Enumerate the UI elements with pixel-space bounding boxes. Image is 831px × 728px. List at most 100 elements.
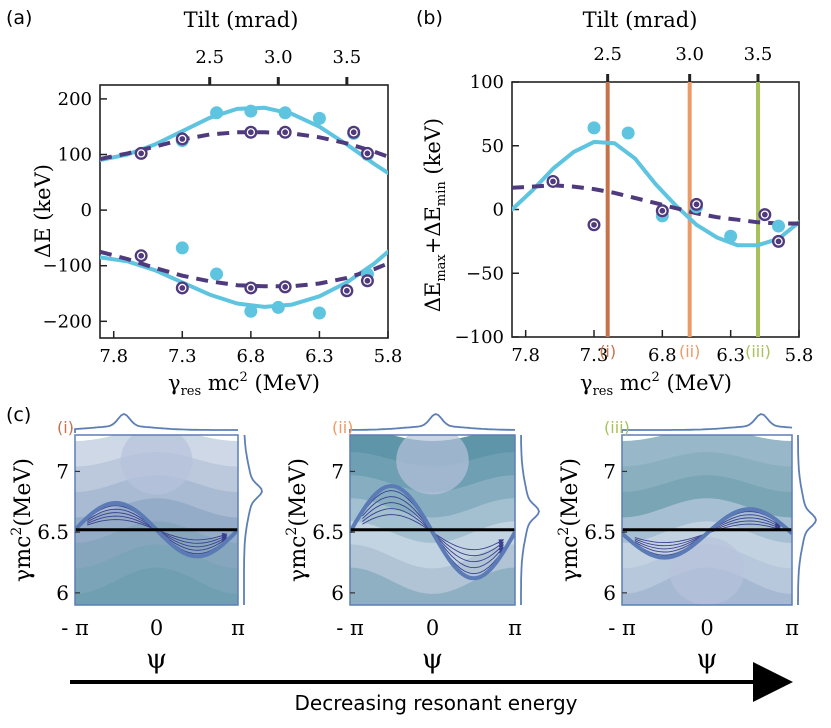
- y-tick-label: 100: [470, 72, 504, 93]
- phase-y-tick-label: 7: [56, 459, 69, 483]
- model-point-ring: [134, 146, 148, 160]
- model-point: [244, 125, 258, 139]
- panel-c-label: (c): [6, 404, 31, 426]
- model-point-ring: [758, 208, 772, 222]
- model-point-inner: [774, 237, 783, 246]
- x-tick-label: 6.8: [237, 346, 266, 367]
- panel-a-top-xlabel: Tilt (mrad): [184, 8, 299, 32]
- model-point-inner: [136, 251, 146, 260]
- phase-space-3: (iii) 7 6.5 6 - π 0 π ψ γmc2(MeV): [556, 413, 817, 675]
- contour-band: [75, 567, 238, 605]
- regime-label: (i): [599, 342, 616, 361]
- model-point: [360, 146, 374, 160]
- phase-x-tick-label: 0: [426, 616, 439, 640]
- model-point: [758, 208, 772, 222]
- model-point-ring: [244, 125, 258, 139]
- model-point: [175, 132, 189, 146]
- phase-x-tick-label: π: [508, 616, 522, 640]
- phase-ylabel: γmc2(MeV): [556, 458, 583, 582]
- phase-xlabel: ψ: [422, 644, 443, 675]
- model-point-inner: [349, 128, 358, 137]
- model-point-ring: [360, 146, 374, 160]
- model-point-ring: [278, 280, 292, 294]
- model-point-inner: [589, 220, 599, 229]
- model-point-inner: [658, 206, 667, 215]
- x-tick-label: 7.3: [168, 346, 197, 367]
- sim-point: [772, 219, 785, 233]
- model-point-inner: [342, 286, 352, 295]
- regime-label: (iii): [745, 342, 771, 361]
- model-point-inner: [136, 149, 146, 158]
- sim-point: [312, 306, 326, 320]
- phase-ylabel: γmc2(MeV): [284, 458, 311, 582]
- x-tick-label: 5.8: [374, 346, 403, 367]
- x-tick-label: 6.3: [716, 345, 745, 366]
- model-point: [278, 280, 292, 294]
- model-point-ring: [587, 218, 601, 232]
- model-point: [546, 174, 560, 188]
- phase-x-tick-label: - π: [608, 616, 636, 640]
- sim-point: [210, 106, 224, 120]
- panel-b-xlabel: γres mc2 (MeV): [580, 370, 732, 399]
- contour-background: [75, 435, 238, 605]
- model-point-inner: [246, 283, 256, 293]
- sim-point: [244, 104, 258, 118]
- panel-a-frame: [99, 84, 389, 339]
- model-point-inner: [760, 210, 769, 219]
- panel-b-ylabel: ΔEmax+ΔEmin (keV): [421, 118, 449, 312]
- model-point: [772, 234, 785, 248]
- phase-x-tick-label: - π: [61, 616, 89, 640]
- contour-bubble: [396, 435, 469, 495]
- contour-bubble: [120, 435, 193, 495]
- x-tick-label: 7.8: [99, 346, 128, 367]
- phase-y-tick-label: 6.5: [584, 520, 616, 544]
- x-tick-label: 7.8: [511, 345, 540, 366]
- model-point-ring: [347, 125, 361, 139]
- top-tick-label: 3.5: [744, 44, 773, 65]
- phase-frame: [621, 434, 793, 606]
- phase-xlabel: ψ: [146, 644, 167, 675]
- panel-a-ylabel: ΔE (keV): [31, 164, 55, 258]
- model-point-ring: [340, 284, 354, 298]
- model-point-ring: [244, 281, 258, 295]
- phase-x-tick-label: π: [231, 616, 245, 640]
- sim-point: [271, 300, 285, 314]
- phase-space-2: (ii) 7 6.5 6 - π 0 π ψ γmc2(MeV): [284, 413, 540, 675]
- phase-y-tick-label: 7: [331, 459, 344, 483]
- sim-point: [621, 126, 635, 140]
- model-point-ring: [278, 125, 292, 139]
- model-point-inner: [548, 177, 558, 186]
- sim-point: [724, 229, 738, 243]
- model-point: [690, 197, 703, 211]
- panel-c: (c) (i) 7 6.5 6 - π 0 π ψ γmc2(MeV) (ii) 7 6.5 6 - π 0…: [6, 404, 817, 675]
- model-point: [134, 146, 148, 160]
- phase-projection-top: [349, 413, 515, 433]
- model-point: [278, 125, 292, 139]
- y-tick-label: −100: [43, 256, 92, 277]
- phase-x-tick-label: 0: [700, 616, 713, 640]
- x-tick-label: 6.3: [305, 346, 334, 367]
- model-point-inner: [280, 282, 290, 291]
- panel-b-top-xlabel: Tilt (mrad): [583, 8, 698, 32]
- phase-projection-right: [243, 434, 263, 605]
- sim-point: [278, 106, 292, 120]
- sim-point: [244, 304, 258, 318]
- separatrix-curve: [350, 483, 515, 581]
- model-point-ring: [175, 132, 189, 146]
- phase-x-tick-label: π: [785, 616, 799, 640]
- phase-x-tick-label: - π: [336, 616, 364, 640]
- top-tick-label: 3.0: [675, 44, 704, 65]
- y-tick-label: 200: [58, 89, 92, 110]
- phase-y-tick-label: 6: [603, 581, 616, 605]
- top-tick-label: 3.0: [264, 47, 293, 68]
- top-tick-label: 2.5: [195, 47, 224, 68]
- subpanel-label: (i): [57, 418, 74, 437]
- y-tick-label: 100: [58, 145, 92, 166]
- fit-curve: [100, 105, 388, 175]
- phase-projection-top: [621, 413, 793, 433]
- phase-frame: [74, 434, 239, 606]
- x-tick-label: 6.8: [648, 345, 677, 366]
- sim-point: [587, 121, 601, 135]
- model-point-inner: [280, 128, 290, 137]
- y-tick-label: −50: [466, 263, 504, 284]
